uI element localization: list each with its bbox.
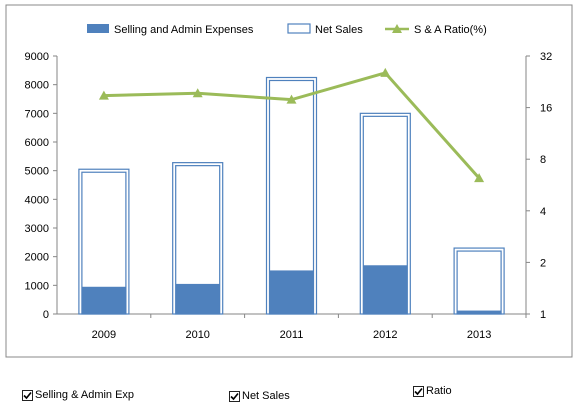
y-left-tick-label: 3000 <box>25 223 49 235</box>
x-tick-label: 2012 <box>373 329 397 341</box>
x-tick-label: 2011 <box>280 329 304 341</box>
y-left-tick-label: 6000 <box>25 137 49 149</box>
checkbox-net-sales-label: Net Sales <box>242 390 290 402</box>
y-left-tick-label: 2000 <box>25 252 49 264</box>
legend-swatch-ratio-marker <box>392 24 402 33</box>
y-left-tick-label: 4000 <box>25 194 49 206</box>
expense-bar <box>269 270 314 314</box>
y-right-tick-label: 32 <box>540 51 552 63</box>
legend-swatch-net-sales <box>287 23 311 34</box>
checkbox-selling-admin-box[interactable] <box>22 389 33 401</box>
checkbox-net-sales[interactable]: Net Sales <box>229 390 290 402</box>
chart: Selling and Admin Expenses Net Sales S & A… <box>5 4 573 358</box>
expense-bar <box>81 286 126 314</box>
y-left-tick-label: 9000 <box>25 51 49 63</box>
y-left-tick-label: 5000 <box>25 166 49 178</box>
y-left-tick-label: 0 <box>43 309 49 321</box>
legend-label-net-sales: Net Sales <box>315 24 363 36</box>
checkbox-selling-admin-label: Selling & Admin Exp <box>35 389 135 401</box>
y-left-tick-label: 8000 <box>25 80 49 92</box>
expense-bar <box>175 283 220 314</box>
checkbox-ratio-box[interactable] <box>413 385 424 397</box>
y-right-tick-label: 4 <box>540 206 546 218</box>
y-left-tick-label: 1000 <box>25 280 49 292</box>
checkbox-net-sales-box[interactable] <box>229 390 240 402</box>
y-right-tick-label: 16 <box>540 103 552 115</box>
checkbox-ratio-label: Ratio <box>426 385 452 397</box>
checkbox-selling-admin[interactable]: Selling & Admin Exp <box>22 389 134 401</box>
y-right-tick-label: 8 <box>540 154 546 166</box>
y-right-tick-label: 1 <box>540 309 546 321</box>
checkbox-ratio[interactable]: Ratio <box>413 385 452 397</box>
ratio-marker <box>98 90 109 100</box>
y-right-tick-label: 2 <box>540 257 546 269</box>
expense-bar <box>363 265 408 314</box>
net-sales-bar <box>453 247 505 315</box>
legend-label-ratio: S & A Ratio(%) <box>414 24 487 36</box>
ratio-marker <box>286 94 297 104</box>
ratio-marker <box>380 67 391 77</box>
x-tick-label: 2013 <box>467 329 491 341</box>
y-left-tick-label: 7000 <box>25 108 49 120</box>
legend-swatch-expenses <box>87 24 109 33</box>
x-tick-label: 2010 <box>185 329 209 341</box>
legend: Selling and Admin Expenses Net Sales S & A… <box>87 23 487 36</box>
expense-bar <box>457 310 502 314</box>
ratio-marker <box>474 173 485 183</box>
axes: 0 1000 2000 3000 4000 5000 6000 7000 8000 9000 1 2 4… <box>25 51 553 341</box>
legend-label-expenses: Selling and Admin Expenses <box>114 24 254 36</box>
chart-marks <box>78 67 505 315</box>
x-tick-label: 2009 <box>92 329 116 341</box>
ratio-marker <box>192 88 203 98</box>
